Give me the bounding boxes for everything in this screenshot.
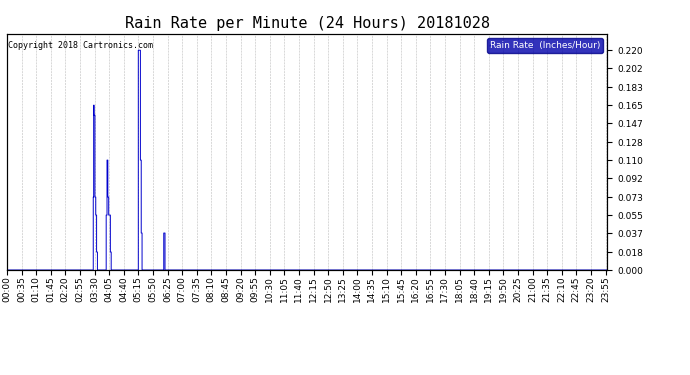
- Text: Copyright 2018 Cartronics.com: Copyright 2018 Cartronics.com: [8, 41, 153, 50]
- Legend: Rain Rate  (Inches/Hour): Rain Rate (Inches/Hour): [487, 38, 602, 53]
- Title: Rain Rate per Minute (24 Hours) 20181028: Rain Rate per Minute (24 Hours) 20181028: [125, 16, 489, 31]
